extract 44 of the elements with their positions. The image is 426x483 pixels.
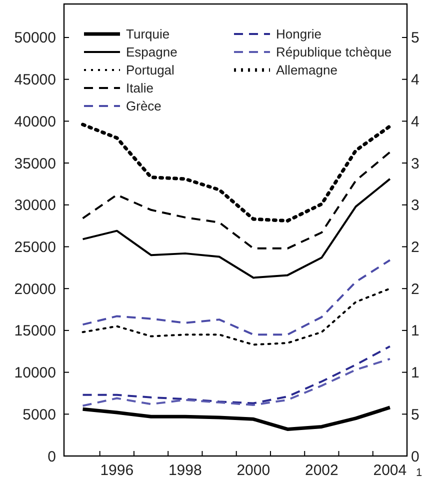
text: 4 (411, 72, 420, 89)
y-tick-label: 20000 (14, 280, 56, 298)
y-tick-label: 5000 (22, 406, 56, 424)
legend-label: Allemagne (276, 62, 338, 78)
legend-label: Portugal (126, 62, 175, 78)
text: 5 (411, 406, 420, 424)
line-series (82, 288, 391, 346)
y-tick-label: 50000 (14, 30, 56, 47)
line-series (82, 259, 391, 336)
line-series (82, 345, 391, 404)
y-tick-label: 35000 (14, 155, 56, 172)
y-tick-label: 30000 (14, 197, 56, 214)
legend-label: Turquie (126, 26, 170, 42)
legend-label: Hongrie (276, 26, 322, 42)
legend-label: Italie (126, 80, 154, 96)
y-tick-label: 15000 (14, 322, 56, 340)
text: 0 (411, 448, 420, 466)
line-series (81, 406, 392, 431)
x-tick-label: 2002 (304, 462, 338, 479)
text: 3 (411, 197, 420, 214)
y-tick-label: 10000 (14, 364, 56, 382)
text: 4 (411, 113, 420, 130)
x-tick-label: 2000 (236, 462, 270, 479)
text: 1 (411, 322, 420, 340)
legend-label: Espagne (126, 44, 178, 60)
text: 2 (411, 280, 420, 298)
text: 3 (411, 155, 420, 172)
x-tick-label: 1996 (100, 462, 134, 479)
text: 2 (411, 238, 420, 256)
text: 1 (411, 364, 420, 382)
text: 5 (411, 30, 420, 47)
y-tick-label: 25000 (14, 238, 56, 256)
x-tick-label: 2004 (373, 462, 407, 479)
line-series (81, 122, 392, 223)
legend-label: République tchèque (276, 44, 392, 60)
y-tick-label: 0 (48, 448, 56, 466)
x-tick-label: 1998 (168, 462, 202, 479)
legend-label: Grèce (126, 98, 162, 114)
line-series (82, 358, 391, 407)
y-tick-label: 40000 (14, 113, 56, 130)
y-tick-label: 45000 (14, 72, 56, 89)
line-series (82, 151, 391, 250)
line-series (82, 178, 391, 279)
text: 1 (416, 467, 422, 479)
